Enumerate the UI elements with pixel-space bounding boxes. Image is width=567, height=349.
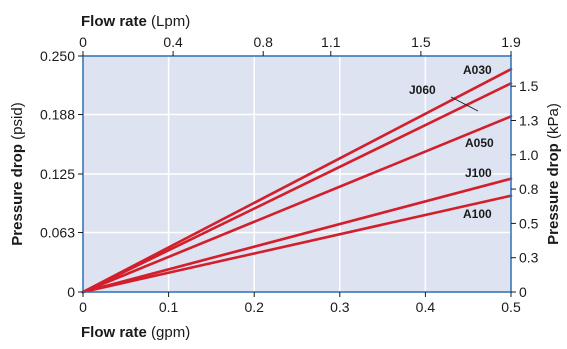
x-axis-title-top: Flow rate (Lpm) (81, 13, 190, 30)
tick-label-right-0: 0 (519, 284, 527, 300)
tick-label-left-1: 0.063 (40, 225, 75, 241)
tick-label-bottom-3: 0.3 (330, 299, 350, 315)
series-line-j100 (81, 177, 513, 294)
tick-label-top-0: 0 (79, 34, 87, 50)
series-label-layer: A030 J060 A050 J100 A100 (409, 63, 494, 221)
tick-layer: 0 0.1 0.2 0.3 0.4 0.50 0.4 0.8 1.1 1.5 1.900.0630.… (40, 34, 539, 315)
tick-label-top-3: 1.1 (321, 34, 341, 50)
x-axis-title-top-name: Flow rate (81, 13, 147, 30)
tick-label-left-2: 0.125 (40, 166, 75, 182)
y-axis-title-left-name: Pressure drop (9, 144, 26, 246)
tick-label-right-6: 1.5 (519, 78, 539, 94)
y-axis-title-right: Pressure drop (kPa) (545, 103, 562, 245)
series-line-a050 (81, 115, 513, 294)
series-label-a050: A050 (465, 136, 494, 150)
tick-label-bottom-2: 0.2 (244, 299, 264, 315)
y-axis-title-left: Pressure drop (psid) (9, 102, 26, 245)
tick-label-top-4: 1.5 (411, 34, 431, 50)
tick-label-left-4: 0.250 (40, 48, 75, 64)
y-axis-title-right-name: Pressure drop (545, 143, 562, 245)
tick-label-bottom-5: 0.5 (501, 299, 521, 315)
series-lines (81, 67, 513, 294)
grid (83, 56, 511, 292)
tick-label-bottom-0: 0 (79, 299, 87, 315)
series-label-a100: A100 (463, 207, 492, 221)
series-label-a030: A030 (463, 63, 492, 77)
tick-label-bottom-4: 0.4 (416, 299, 436, 315)
x-axis-title-bottom: Flow rate (gpm) (81, 324, 190, 341)
x-axis-title-bottom-name: Flow rate (81, 324, 147, 341)
series-label-j060: J060 (409, 83, 436, 97)
tick-label-left-3: 0.188 (40, 107, 75, 123)
tick-label-top-1: 0.4 (163, 34, 183, 50)
tick-label-left-0: 0 (67, 284, 75, 300)
tick-label-right-1: 0.3 (519, 250, 539, 266)
y-axis-title-right-unit: (kPa) (545, 103, 562, 139)
series-label-j100: J100 (465, 166, 492, 180)
tick-label-right-3: 0.8 (519, 181, 539, 197)
series-line-a030 (81, 67, 513, 294)
tick-label-top-2: 0.8 (253, 34, 273, 50)
tick-label-right-5: 1.3 (519, 112, 539, 128)
x-axis-title-bottom-unit: (gpm) (151, 324, 190, 341)
tick-label-bottom-1: 0.1 (159, 299, 179, 315)
series-line-j060 (81, 82, 513, 294)
series-line-a100 (81, 194, 513, 294)
tick-label-right-4: 1.0 (519, 147, 539, 163)
tick-label-top-5: 1.9 (501, 34, 521, 50)
tick-label-right-2: 0.5 (519, 215, 539, 231)
x-axis-title-top-unit: (Lpm) (151, 13, 190, 30)
leader-line-j060 (450, 96, 479, 112)
y-axis-title-left-unit: (psid) (9, 102, 26, 140)
